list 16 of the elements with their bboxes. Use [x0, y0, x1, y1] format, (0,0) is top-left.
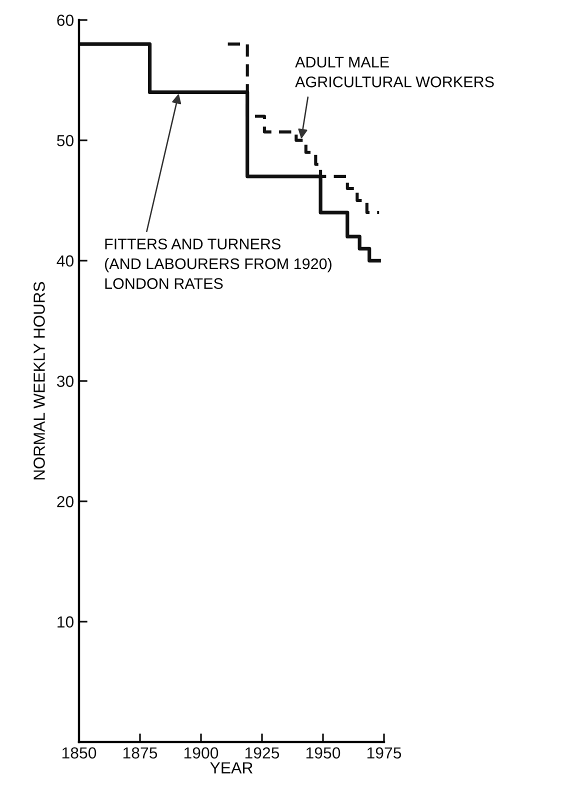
- y-tick-label: 40: [56, 255, 74, 267]
- x-tick-label: 1975: [367, 747, 402, 759]
- y-tick-label: 60: [57, 14, 74, 26]
- x-tick-label: 1900: [184, 747, 218, 759]
- annotation: ADULT MALE AGRICULTURAL WORKERS: [295, 56, 494, 88]
- y-tick-label: 50: [57, 134, 74, 146]
- x-axis-title: YEAR: [210, 762, 253, 774]
- x-tick-label: 1925: [245, 747, 280, 759]
- annotation: FITTERS AND TURNERS (AND LABOURERS FROM 1920) LONDON RATES: [104, 238, 332, 289]
- y-axis-title: NORMAL WEEKLY HOURS: [34, 282, 45, 480]
- x-tick-label: 1950: [306, 747, 340, 759]
- x-tick-label: 1850: [62, 747, 96, 759]
- x-tick-label: 1875: [123, 747, 158, 759]
- y-tick-label: 10: [58, 616, 74, 628]
- y-tick-label: 30: [56, 376, 74, 387]
- y-tick-label: 20: [57, 496, 74, 508]
